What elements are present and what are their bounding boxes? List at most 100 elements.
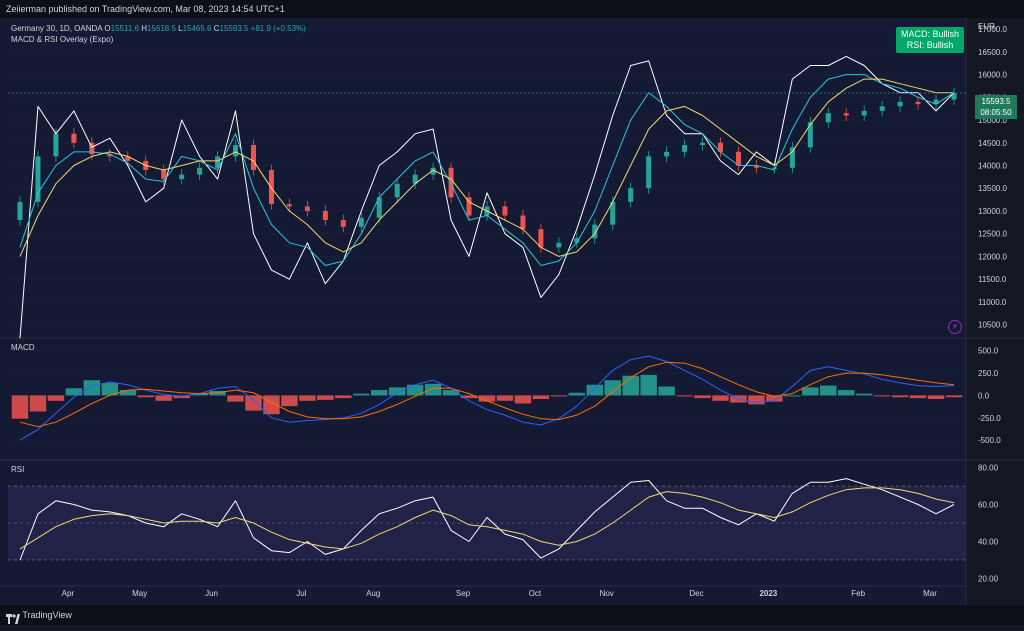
price-axis-tick-label: 11500.0 <box>978 275 1007 284</box>
macd-histogram-bar <box>137 395 154 398</box>
candle <box>394 183 400 198</box>
time-axis-label: Feb <box>851 589 865 598</box>
time-axis-label: May <box>132 589 147 598</box>
macd-histogram-bar <box>873 395 891 397</box>
macd-axis-tick-label: -250.0 <box>978 414 1001 423</box>
close-value: 15593.5 <box>219 24 249 33</box>
publish-bar: Zeiierman published on TradingView.com, … <box>0 0 1024 18</box>
signal-badge: MACD: Bullish RSI: Bullish <box>896 27 964 53</box>
candle <box>933 99 939 105</box>
candle <box>53 133 59 157</box>
price-axis-tick-label: 12500.0 <box>978 230 1007 239</box>
macd-histogram-bar <box>335 395 352 399</box>
macd-histogram-bar <box>83 380 101 396</box>
macd-histogram-bar <box>532 395 550 399</box>
time-axis-label: Oct <box>529 589 542 598</box>
price-axis-tick-label: 17000.0 <box>978 25 1007 34</box>
low-value: 15465.6 <box>182 24 212 33</box>
candle <box>735 151 741 166</box>
macd-histogram-bar <box>460 395 478 399</box>
macd-histogram-bar <box>388 387 406 396</box>
currency-label: EUR <box>978 22 995 31</box>
macd-histogram-bar <box>945 395 963 398</box>
rsi-signal-text: RSI: Bullish <box>906 40 954 50</box>
macd-histogram-bar <box>550 395 568 397</box>
macd-histogram-bar <box>119 390 136 396</box>
time-axis-label: Mar <box>923 589 937 598</box>
macd-histogram-bar <box>766 395 783 402</box>
price-axis-tick-label: 13500.0 <box>978 184 1007 193</box>
macd-line <box>19 355 955 441</box>
macd-histogram-bar <box>47 395 65 401</box>
candle <box>628 188 634 202</box>
candle <box>304 206 310 211</box>
time-axis-label: Aug <box>366 589 380 598</box>
rsi-axis-tick-label: 20.00 <box>978 574 999 583</box>
candle <box>125 156 131 161</box>
open-value: 15511.6 <box>110 24 139 33</box>
candle <box>376 197 382 218</box>
candle <box>268 170 274 205</box>
macd-histogram-bar <box>353 393 370 396</box>
chart-frame[interactable]: 10500.0 11000.0 11500.0 12000.0 12500.0 13000… <box>0 18 1024 605</box>
macd-histogram-bar <box>820 385 837 396</box>
high-label: H <box>141 24 147 33</box>
macd-histogram-bar <box>604 380 621 396</box>
rsi-overlay-line <box>19 55 955 339</box>
rsi-line <box>19 478 955 561</box>
macd-histogram-bar <box>424 383 442 396</box>
macd-histogram-bar <box>927 395 945 399</box>
macd-histogram-bar <box>694 395 711 399</box>
macd-histogram-bar <box>748 395 765 405</box>
open-label: O <box>104 24 111 33</box>
tradingview-logo-icon[interactable] <box>6 611 20 624</box>
chart-canvas[interactable]: 10500.0 11000.0 11500.0 12000.0 12500.0 13000… <box>0 18 1024 605</box>
candle <box>466 197 472 216</box>
candle <box>556 242 562 248</box>
candle <box>430 167 436 175</box>
macd-histogram-bar <box>676 395 693 397</box>
macd-histogram-bar <box>855 393 873 396</box>
candle <box>664 151 670 157</box>
candle <box>502 206 508 216</box>
candle <box>897 101 903 107</box>
symbol-name: Germany 30, 1D, OANDA <box>11 24 103 33</box>
change-value: +81.9 (+0.53%) <box>250 24 306 33</box>
price-axis-tick-label: 16000.0 <box>978 71 1007 80</box>
macd-pane-label: MACD <box>11 343 35 352</box>
footer-brand[interactable]: TradingView <box>22 610 72 620</box>
candle <box>753 165 759 168</box>
price-axis-tick-label: 13000.0 <box>978 207 1007 216</box>
macd-histogram-bar <box>909 395 927 399</box>
macd-histogram-bar <box>65 388 83 396</box>
candle <box>879 106 885 111</box>
candle <box>161 170 167 180</box>
candle <box>951 93 957 100</box>
candle <box>610 201 616 225</box>
rsi-ma-line <box>19 487 955 550</box>
macd-histogram-bar <box>442 390 460 396</box>
signal-line <box>19 361 955 428</box>
candle <box>358 217 364 227</box>
indicator-name[interactable]: MACD & RSI Overlay (Expo) <box>11 35 114 44</box>
macd-histogram-bar <box>514 395 532 404</box>
macd-histogram-bar <box>891 395 909 398</box>
candle <box>71 133 77 143</box>
macd-histogram-bar <box>622 375 639 396</box>
macd-histogram-bar <box>281 395 298 407</box>
candle <box>17 201 23 221</box>
indicator-legend[interactable]: MACD & RSI Overlay (Expo) <box>11 35 113 45</box>
rsi-title: RSI <box>11 465 25 474</box>
candle <box>197 167 203 175</box>
price-axis-tick-label: 16500.0 <box>978 48 1007 57</box>
candle <box>179 174 185 180</box>
lightning-icon[interactable]: ⚡ <box>948 320 962 334</box>
time-axis-label: Jul <box>296 589 306 598</box>
macd-histogram-bar <box>838 390 855 396</box>
price-axis-tick-label: 11000.0 <box>978 298 1007 307</box>
ema-slow-line <box>19 78 954 257</box>
price-axis-tick-label: 14000.0 <box>978 161 1007 170</box>
candle <box>340 220 346 227</box>
macd-histogram-bar <box>191 393 208 396</box>
rsi-axis-tick-label: 80.00 <box>978 464 999 473</box>
